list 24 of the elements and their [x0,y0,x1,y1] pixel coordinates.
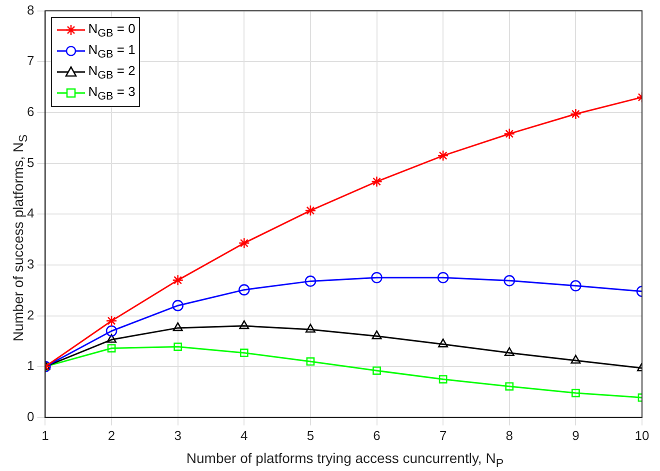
legend-label: N$_{GB}$ = 1 [88,42,136,61]
x-tick-label: 2 [108,428,116,443]
x-tick-label: 10 [634,428,650,443]
y-tick-label: 6 [26,104,34,120]
y-tick-label: 2 [26,307,34,322]
y-tick-label: 1 [26,358,34,374]
x-tick-label: 4 [240,428,248,443]
x-axis-title: Number of platforms trying access cuncurrently, N$_{P}$ [185,450,505,470]
y-tick-label: 3 [26,256,34,272]
x-tick-label: 7 [439,428,447,443]
y-tick-label: 7 [26,53,34,68]
x-tick-label: 6 [373,428,380,443]
x-tick-label: 5 [306,428,314,443]
y-tick-label: 5 [26,154,34,170]
x-tick-label: 8 [506,428,513,443]
y-tick-label: 4 [26,206,34,221]
x-tick-label: 1 [42,428,49,443]
y-tick-label: 8 [26,2,34,18]
x-tick-label: 3 [174,428,182,443]
y-tick-label: 0 [26,408,34,424]
x-tick-label: 9 [572,428,580,443]
legend-label: N$_{GB}$ = 2 [88,63,136,82]
legend-label: N$_{GB}$ = 3 [88,84,136,103]
legend-label: N$_{GB}$ = 0 [88,21,136,40]
